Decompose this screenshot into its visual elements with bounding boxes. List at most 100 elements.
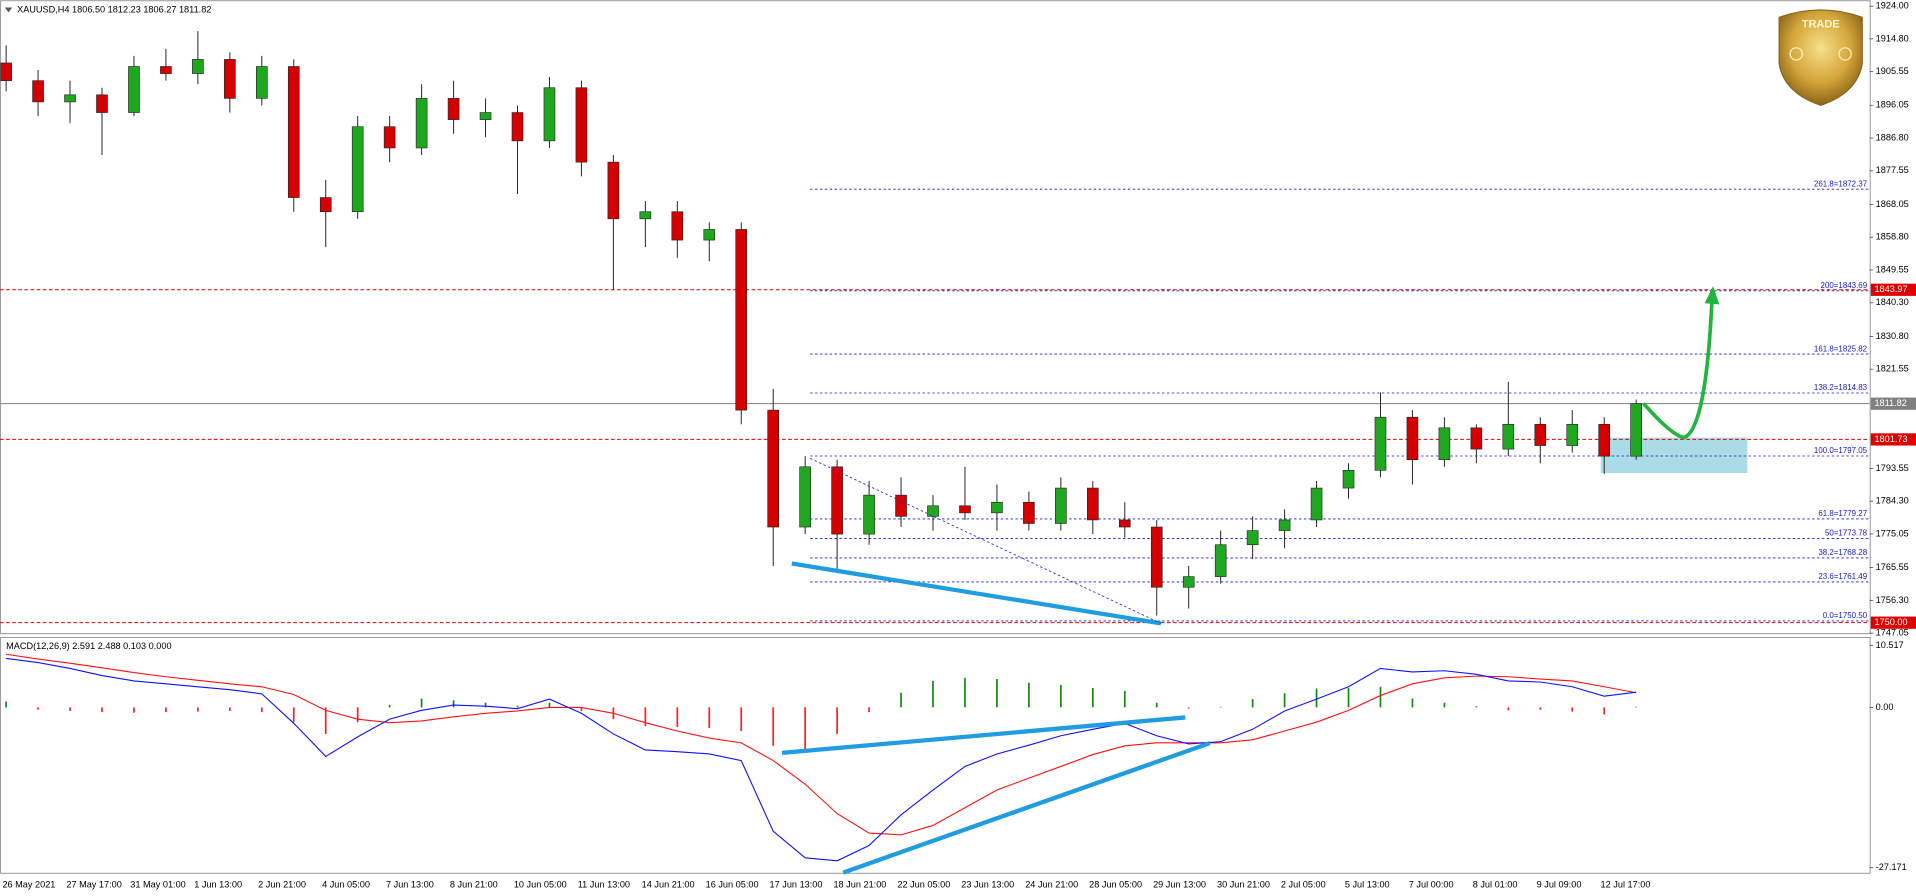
x-tick-label: 7 Jul 00:00 xyxy=(1409,879,1454,889)
level-tag-label: 1750.00 xyxy=(1874,617,1907,627)
y-tick-label: 1756.30 xyxy=(1876,595,1909,605)
fib-label: 0.0=1750.50 xyxy=(1823,611,1868,620)
x-tick-label: 26 May 2021 xyxy=(2,879,55,889)
candle-body xyxy=(96,94,108,113)
signal-line xyxy=(6,653,1637,836)
level-tag xyxy=(1870,283,1916,296)
forecast-arrow xyxy=(1642,300,1714,440)
x-tick-label: 5 Jul 13:00 xyxy=(1345,879,1390,889)
y-tick-label: 1886.80 xyxy=(1876,132,1909,142)
fib-label: 100.0=1797.05 xyxy=(1814,446,1868,455)
forecast-arrowhead xyxy=(1704,286,1720,305)
candle-body xyxy=(1118,519,1131,528)
candle-body xyxy=(1534,423,1547,446)
candle-body xyxy=(671,211,684,241)
candle-body xyxy=(128,66,140,113)
y-tick-label: 1924.00 xyxy=(1876,1,1909,11)
candle-body xyxy=(863,494,875,535)
candle-body xyxy=(1502,423,1515,450)
fib-label: 23.6=1761.49 xyxy=(1818,572,1867,581)
logo-coin xyxy=(1789,47,1803,61)
candle-body xyxy=(160,66,172,74)
candle-body xyxy=(927,505,939,517)
candle-body xyxy=(1406,416,1419,461)
candle-body xyxy=(1150,526,1163,588)
x-tick-label: 29 Jun 13:00 xyxy=(1153,879,1206,889)
level-tag-label: 1801.73 xyxy=(1874,434,1907,444)
collapse-icon xyxy=(4,7,13,13)
y-tick-label: 1849.55 xyxy=(1876,264,1909,274)
candle-body xyxy=(607,161,620,220)
fib-label: 261.8=1872.37 xyxy=(1814,179,1868,188)
y-tick-label: 1830.80 xyxy=(1876,331,1909,341)
candle-body xyxy=(1342,470,1355,489)
candle-body xyxy=(224,59,236,99)
y-tick-label: 1793.55 xyxy=(1876,463,1909,473)
x-tick-label: 9 Jul 09:00 xyxy=(1537,879,1582,889)
candle-body xyxy=(479,112,492,120)
candle-body xyxy=(959,505,971,514)
candle-body xyxy=(799,466,811,528)
y-tick-label: 1896.05 xyxy=(1876,100,1909,110)
candle-body xyxy=(1598,423,1611,457)
candle-body xyxy=(735,229,748,411)
y-tick-label: 1858.80 xyxy=(1876,232,1909,242)
candle-body xyxy=(991,501,1003,514)
level-tag xyxy=(1870,397,1916,410)
candle-body xyxy=(0,62,12,81)
y-tick-label: 10.517 xyxy=(1876,640,1904,650)
macd-title: MACD(12,26,9) 2.591 2.488 0.103 0.000 xyxy=(6,641,171,651)
candle-body xyxy=(64,94,76,103)
candle-body xyxy=(1470,427,1483,450)
x-tick-label: 17 Jun 13:00 xyxy=(770,879,823,889)
logo-text: TRADE xyxy=(1802,19,1840,31)
buy-zone xyxy=(1600,437,1748,474)
candle-body xyxy=(1438,427,1451,461)
x-tick-label: 11 Jun 13:00 xyxy=(578,879,630,889)
candle-body xyxy=(1055,487,1067,524)
price-title: XAUUSD,H4 1806.50 1812.23 1806.27 1811.8… xyxy=(17,4,211,14)
candle-body xyxy=(1087,487,1099,521)
x-tick-label: 31 May 01:00 xyxy=(130,879,185,889)
x-tick-label: 14 Jun 21:00 xyxy=(642,879,695,889)
y-tick-label: 1840.30 xyxy=(1876,297,1909,307)
x-tick-label: 2 Jun 21:00 xyxy=(258,879,306,889)
macd-trendline-lower xyxy=(842,741,1211,875)
candle-body xyxy=(1374,416,1387,471)
price-trendline xyxy=(791,561,1162,626)
x-tick-label: 28 Jun 05:00 xyxy=(1089,879,1142,889)
level-tag-label: 1811.82 xyxy=(1874,398,1906,408)
macd-panel-frame xyxy=(0,636,1871,874)
candle-body xyxy=(351,126,364,213)
y-tick-label: 1914.80 xyxy=(1876,33,1909,43)
x-tick-label: 12 Jul 17:00 xyxy=(1601,879,1651,889)
candle-body xyxy=(383,126,396,149)
x-tick-label: 30 Jun 21:00 xyxy=(1217,879,1270,889)
candle-body xyxy=(767,409,780,528)
candle-body xyxy=(1182,576,1195,588)
y-tick-label: 1784.30 xyxy=(1876,496,1909,506)
y-tick-label: 1877.55 xyxy=(1876,165,1909,175)
candle-body xyxy=(1566,423,1579,446)
x-tick-label: 1 Jun 13:00 xyxy=(194,879,242,889)
y-tick-label: 1905.55 xyxy=(1876,66,1909,76)
macd-trendline-upper xyxy=(781,715,1186,756)
level-tag xyxy=(1870,616,1916,629)
x-tick-label: 10 Jun 05:00 xyxy=(514,879,567,889)
fib-baseline xyxy=(809,457,1162,624)
fib-label: 38.2=1768.28 xyxy=(1818,548,1867,557)
x-tick-label: 4 Jun 05:00 xyxy=(322,879,370,889)
fib-label: 161.8=1825.82 xyxy=(1814,344,1868,353)
macd-line xyxy=(6,657,1637,862)
fib-label: 138.2=1814.83 xyxy=(1814,383,1868,392)
fib-label: 50=1773.78 xyxy=(1825,529,1868,538)
x-tick-label: 2 Jul 05:00 xyxy=(1281,879,1326,889)
x-tick-label: 27 May 17:00 xyxy=(66,879,121,889)
candle-body xyxy=(256,66,268,99)
x-tick-label: 7 Jun 13:00 xyxy=(386,879,434,889)
x-tick-label: 23 Jun 13:00 xyxy=(961,879,1014,889)
y-tick-label: 1775.05 xyxy=(1876,528,1909,538)
x-tick-label: 8 Jun 21:00 xyxy=(450,879,498,889)
y-tick-label: 1868.05 xyxy=(1876,199,1909,209)
